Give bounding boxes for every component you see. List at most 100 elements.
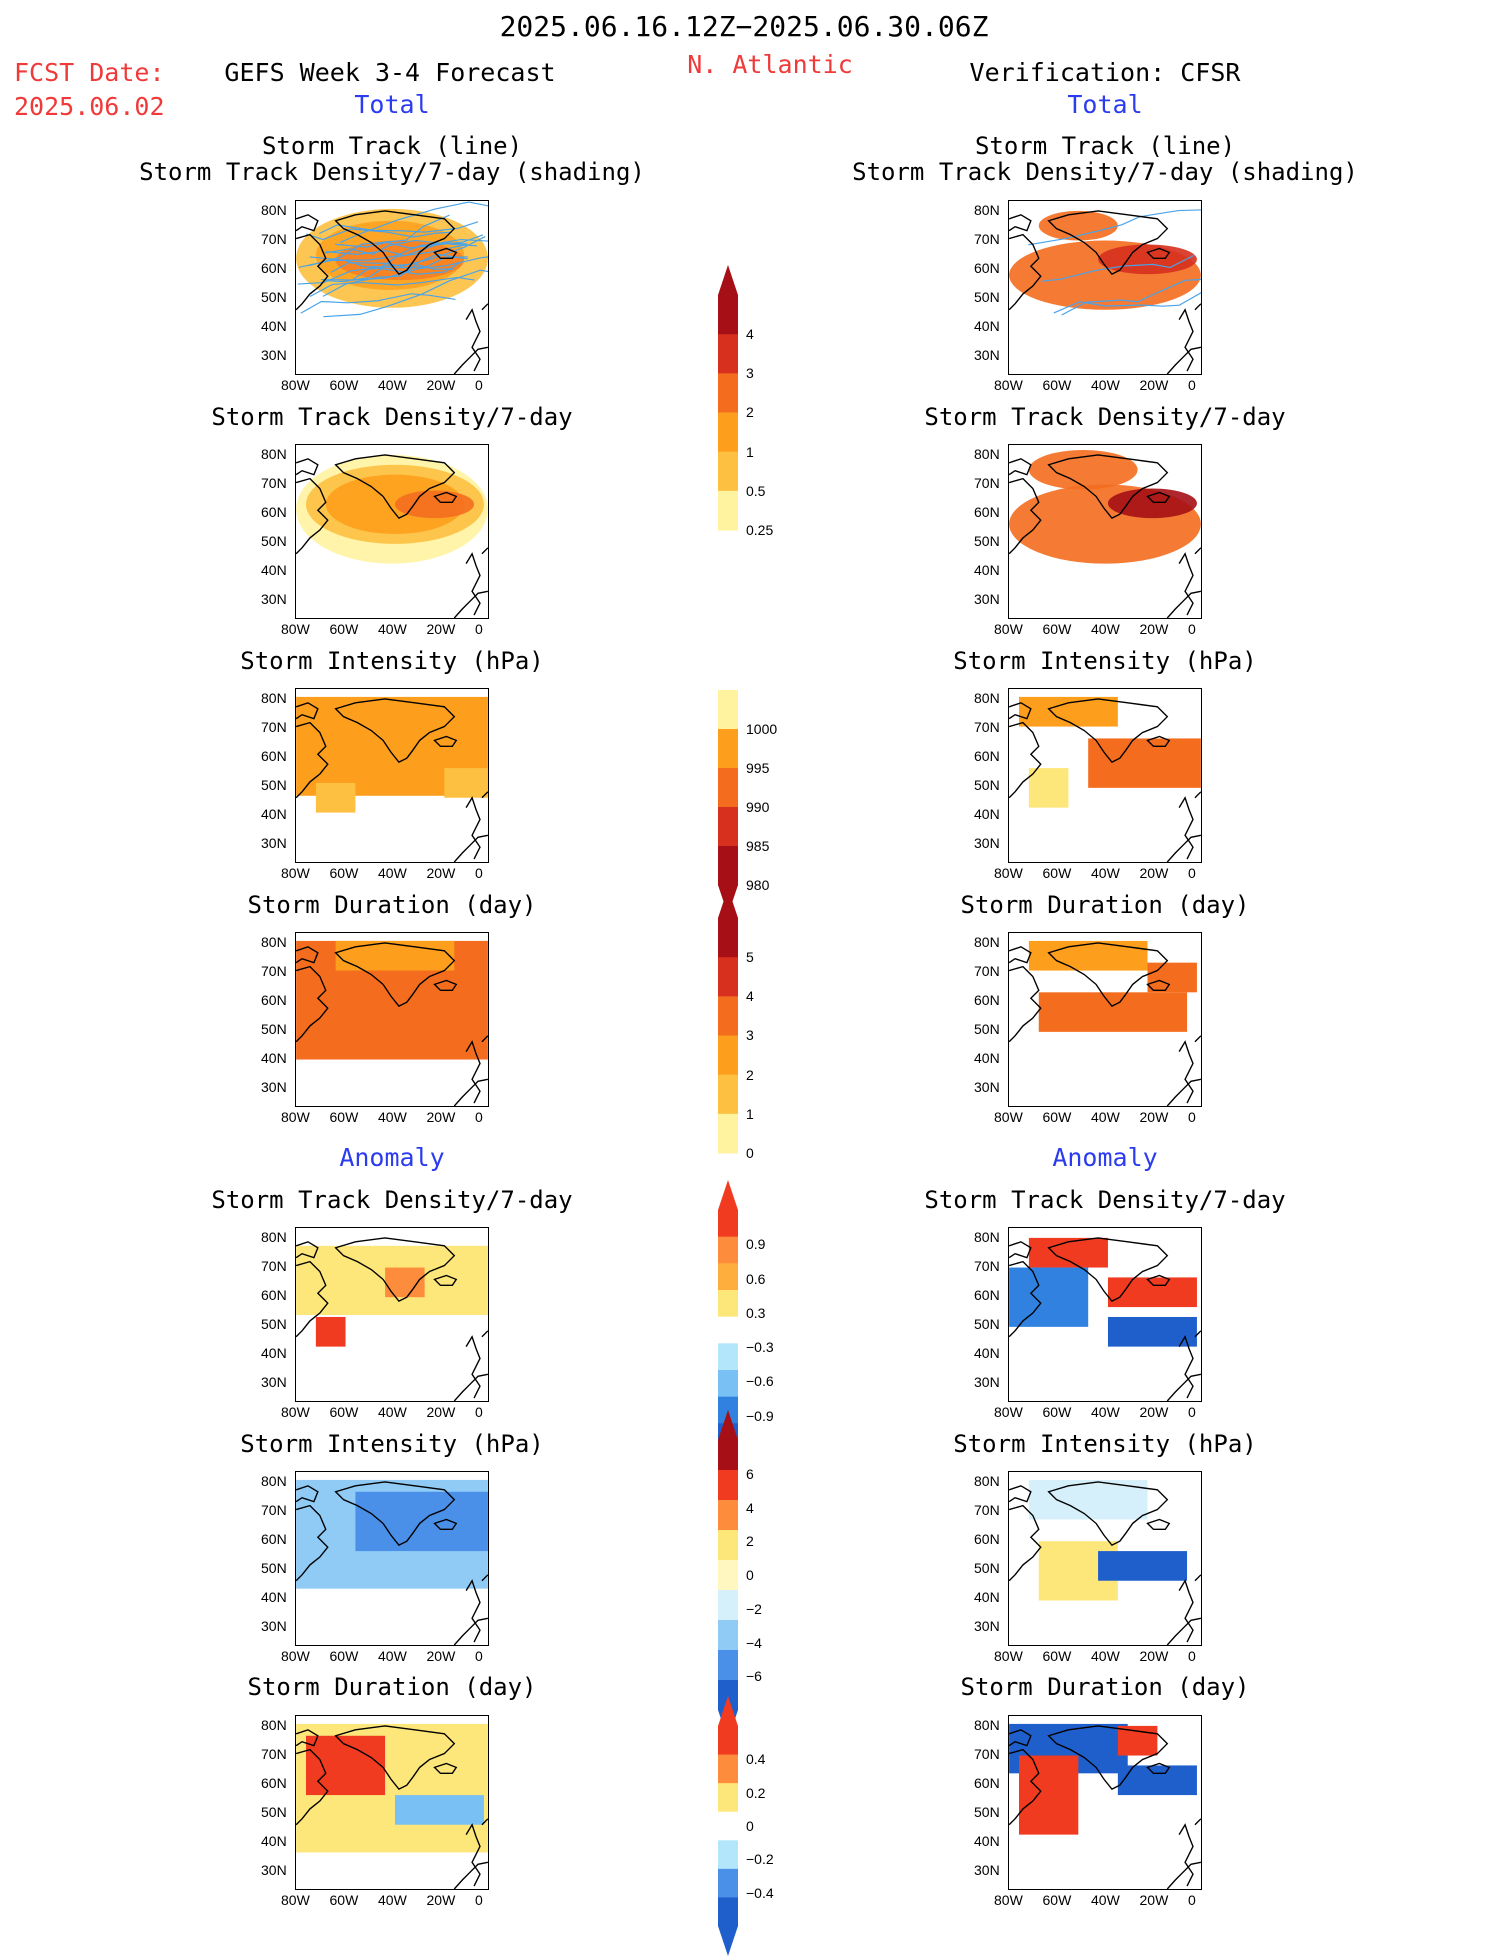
- colorbar-segment: [718, 1290, 738, 1318]
- verification-title: Verification: CFSR: [969, 58, 1241, 87]
- colorbar-segment: [718, 1868, 738, 1898]
- colorbar-segment: [718, 451, 738, 492]
- coastline: [1146, 735, 1171, 748]
- coastline: [1009, 233, 1042, 311]
- lon-tick-label: 40W: [378, 1648, 407, 1664]
- coastline: [1009, 1485, 1032, 1503]
- coastline: [296, 1260, 329, 1338]
- lon-tick-label: 60W: [329, 1648, 359, 1664]
- lon-tick-label: 60W: [1042, 1404, 1072, 1420]
- lon-tick-label: 20W: [1139, 1648, 1169, 1664]
- colorbar-segment: [718, 1840, 738, 1870]
- lat-tick-label: 80N: [261, 446, 287, 462]
- lat-tick-label: 50N: [261, 1560, 287, 1576]
- map-shading: [1009, 1723, 1201, 1889]
- coastline: [1178, 1330, 1201, 1399]
- lat-tick-label: 30N: [974, 1618, 1000, 1634]
- lat-tick-label: 80N: [974, 934, 1000, 950]
- lat-tick-label: 70N: [261, 231, 287, 247]
- lon-tick-label: 20W: [426, 1404, 456, 1420]
- coastline: [1009, 1504, 1042, 1582]
- colorbar-label: 990: [746, 798, 770, 815]
- colorbar-segment: [718, 690, 738, 730]
- lon-tick-label: 0: [475, 1109, 483, 1125]
- lon-tick-label: 80W: [281, 865, 310, 881]
- coastline: [1047, 210, 1169, 276]
- coastline: [465, 1818, 488, 1887]
- colorbar-label: 6: [746, 1465, 754, 1482]
- lat-tick-label: 50N: [974, 1804, 1000, 1820]
- title-duration-anom-right: Storm Duration (day): [960, 1673, 1250, 1701]
- title-intensity-anom-right: Storm Intensity (hPa): [953, 1430, 1257, 1458]
- lat-tick-label: 40N: [974, 1833, 1000, 1849]
- fcst-date: 2025.06.02: [14, 92, 165, 121]
- lat-tick-label: 50N: [261, 533, 287, 549]
- coastline: [1146, 979, 1171, 992]
- coastline: [453, 834, 488, 862]
- colorbar-label: 0.6: [746, 1270, 766, 1287]
- coastline: [334, 210, 456, 276]
- lon-tick-label: 40W: [1091, 1892, 1120, 1908]
- colorbar-label: 0.9: [746, 1236, 766, 1253]
- lon-tick-label: 60W: [329, 1109, 359, 1125]
- lat-tick-label: 80N: [974, 1229, 1000, 1245]
- lon-tick-label: 60W: [329, 377, 359, 393]
- colorbar-label: 985: [746, 837, 770, 854]
- map-panel-verification-1: [1008, 444, 1202, 619]
- map-panel-forecast-5: [295, 1471, 489, 1646]
- lon-tick-label: 40W: [1091, 621, 1120, 637]
- coastline: [453, 1373, 488, 1401]
- colorbar-segment: [718, 1440, 738, 1471]
- colorbar-segment: [718, 1620, 738, 1651]
- title-track-shading-right: Storm Track Density/7-day (shading): [852, 158, 1358, 186]
- title-track-shading-left: Storm Track Density/7-day (shading): [139, 158, 645, 186]
- map-panel-forecast-2: [295, 688, 489, 863]
- lat-tick-label: 60N: [974, 1287, 1000, 1303]
- coastline: [1009, 1729, 1032, 1747]
- lon-tick-label: 40W: [1091, 1648, 1120, 1664]
- lat-tick-label: 70N: [261, 1746, 287, 1762]
- colorbar-label: −0.4: [746, 1884, 774, 1901]
- lat-tick-label: 30N: [261, 1618, 287, 1634]
- lon-tick-label: 0: [1188, 621, 1196, 637]
- coastline: [465, 1330, 488, 1399]
- coastline: [1047, 1481, 1169, 1547]
- coastline: [334, 698, 456, 764]
- colorbar-label: 0.4: [746, 1751, 766, 1768]
- colorbar-label: 2: [746, 1533, 754, 1550]
- coastline: [1166, 590, 1201, 618]
- lon-tick-label: 20W: [426, 1109, 456, 1125]
- colorbar-tip: [718, 265, 738, 295]
- coastline: [433, 1274, 458, 1287]
- lat-tick-label: 30N: [974, 1862, 1000, 1878]
- lon-tick-label: 80W: [994, 1648, 1023, 1664]
- lon-tick-label: 0: [1188, 1892, 1196, 1908]
- lat-tick-label: 40N: [261, 562, 287, 578]
- lon-tick-label: 0: [1188, 1109, 1196, 1125]
- coastline: [296, 946, 319, 964]
- colorbar-segment: [718, 1590, 738, 1621]
- map-shading: [1009, 449, 1201, 618]
- map-panel-forecast-4: [295, 1227, 489, 1402]
- coastline: [296, 721, 329, 799]
- coastline: [334, 1725, 456, 1791]
- coastline: [1166, 834, 1201, 862]
- coastline: [453, 1078, 488, 1106]
- coastline: [465, 1035, 488, 1104]
- colorbar-label: 4: [746, 988, 754, 1005]
- colorbar-segment: [718, 1811, 738, 1841]
- map-shading: [296, 940, 488, 1106]
- coastline: [1166, 1373, 1201, 1401]
- title-intensity-left: Storm Intensity (hPa): [240, 647, 544, 675]
- lat-tick-label: 50N: [261, 289, 287, 305]
- lat-tick-label: 30N: [261, 1374, 287, 1390]
- colorbar-tip: [718, 1926, 738, 1956]
- colorbar-segment: [718, 1470, 738, 1501]
- colorbar-segment: [718, 373, 738, 413]
- lon-tick-label: 40W: [1091, 1404, 1120, 1420]
- lat-tick-label: 50N: [974, 1560, 1000, 1576]
- lat-tick-label: 30N: [261, 1862, 287, 1878]
- coastline: [433, 735, 458, 748]
- colorbar-tip: [718, 1180, 738, 1210]
- lat-tick-label: 80N: [261, 690, 287, 706]
